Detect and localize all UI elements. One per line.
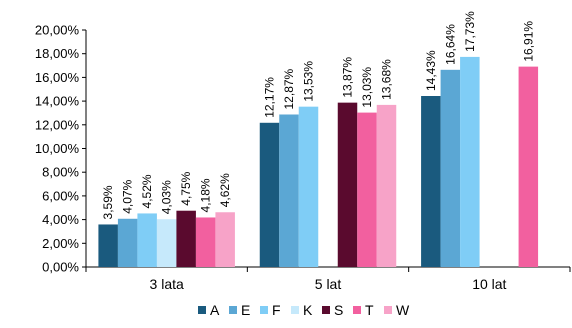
data-label: 13,03% — [360, 67, 374, 108]
data-label: 13,53% — [302, 61, 316, 102]
x-category-label: 10 lat — [472, 276, 506, 292]
bar — [421, 96, 441, 267]
bar — [376, 104, 397, 267]
bar — [337, 102, 358, 267]
bar — [215, 212, 235, 267]
legend-label: E — [241, 302, 250, 318]
data-label: 17,73% — [463, 11, 477, 52]
bar — [137, 213, 157, 267]
legend-label: A — [210, 302, 220, 318]
legend-swatch — [353, 306, 361, 314]
bar — [357, 112, 377, 267]
bar — [195, 217, 216, 267]
axes: 0,00% 2,00% 4,00% 6,00% 8,00% 10,00% 12,00% 14,… — [35, 23, 571, 292]
data-label: 4,07% — [121, 179, 135, 213]
legend-swatch — [229, 306, 237, 314]
legend-label: S — [334, 302, 343, 318]
data-label: 4,03% — [160, 180, 174, 214]
data-label: 16,91% — [521, 21, 535, 62]
bar — [440, 69, 461, 267]
legend-swatch — [322, 306, 330, 314]
x-category-label: 5 lat — [315, 276, 342, 292]
y-tick-label: 8,00% — [42, 165, 79, 180]
bar — [156, 219, 177, 267]
bar — [98, 224, 118, 267]
legend-swatch — [291, 306, 299, 314]
legend-swatch — [260, 306, 268, 314]
bar — [279, 114, 299, 267]
data-label: 13,87% — [341, 57, 355, 98]
y-tick-label: 12,00% — [35, 117, 80, 132]
y-tick-label: 14,00% — [35, 94, 80, 109]
data-label: 12,87% — [282, 68, 296, 109]
data-labels: 3,59% 4,07% 4,52% 4,03% 4,75% 4,18% 4,62% 12,17… — [101, 11, 535, 220]
bars — [98, 56, 539, 268]
data-label: 16,64% — [443, 24, 457, 65]
y-tick-label: 18,00% — [35, 46, 80, 61]
data-label: 3,59% — [101, 185, 115, 219]
bar — [259, 122, 280, 268]
y-tick-label: 16,00% — [35, 70, 80, 85]
data-label: 4,52% — [140, 174, 154, 208]
legend-label: K — [303, 302, 313, 318]
y-tick-label: 2,00% — [42, 236, 79, 251]
x-category-label: 3 lata — [150, 276, 184, 292]
bar — [460, 56, 480, 267]
legend-label: F — [272, 302, 281, 318]
data-label: 12,17% — [263, 77, 277, 118]
legend-label: T — [365, 302, 374, 318]
bar — [518, 66, 539, 267]
legend-swatch — [384, 306, 392, 314]
bar — [117, 218, 138, 267]
y-tick-label: 10,00% — [35, 141, 80, 156]
y-tick-label: 4,00% — [42, 212, 79, 227]
bar — [176, 210, 196, 267]
legend-swatch — [198, 306, 206, 314]
data-label: 4,62% — [218, 173, 232, 207]
data-label: 13,68% — [380, 59, 394, 100]
data-label: 14,43% — [424, 50, 438, 91]
y-tick-label: 0,00% — [42, 260, 79, 275]
legend-label: W — [396, 302, 410, 318]
bar — [298, 106, 319, 268]
data-label: 4,75% — [179, 171, 193, 205]
y-tick-label: 20,00% — [35, 23, 80, 38]
data-label: 4,18% — [199, 178, 213, 212]
y-tick-label: 6,00% — [42, 188, 79, 203]
